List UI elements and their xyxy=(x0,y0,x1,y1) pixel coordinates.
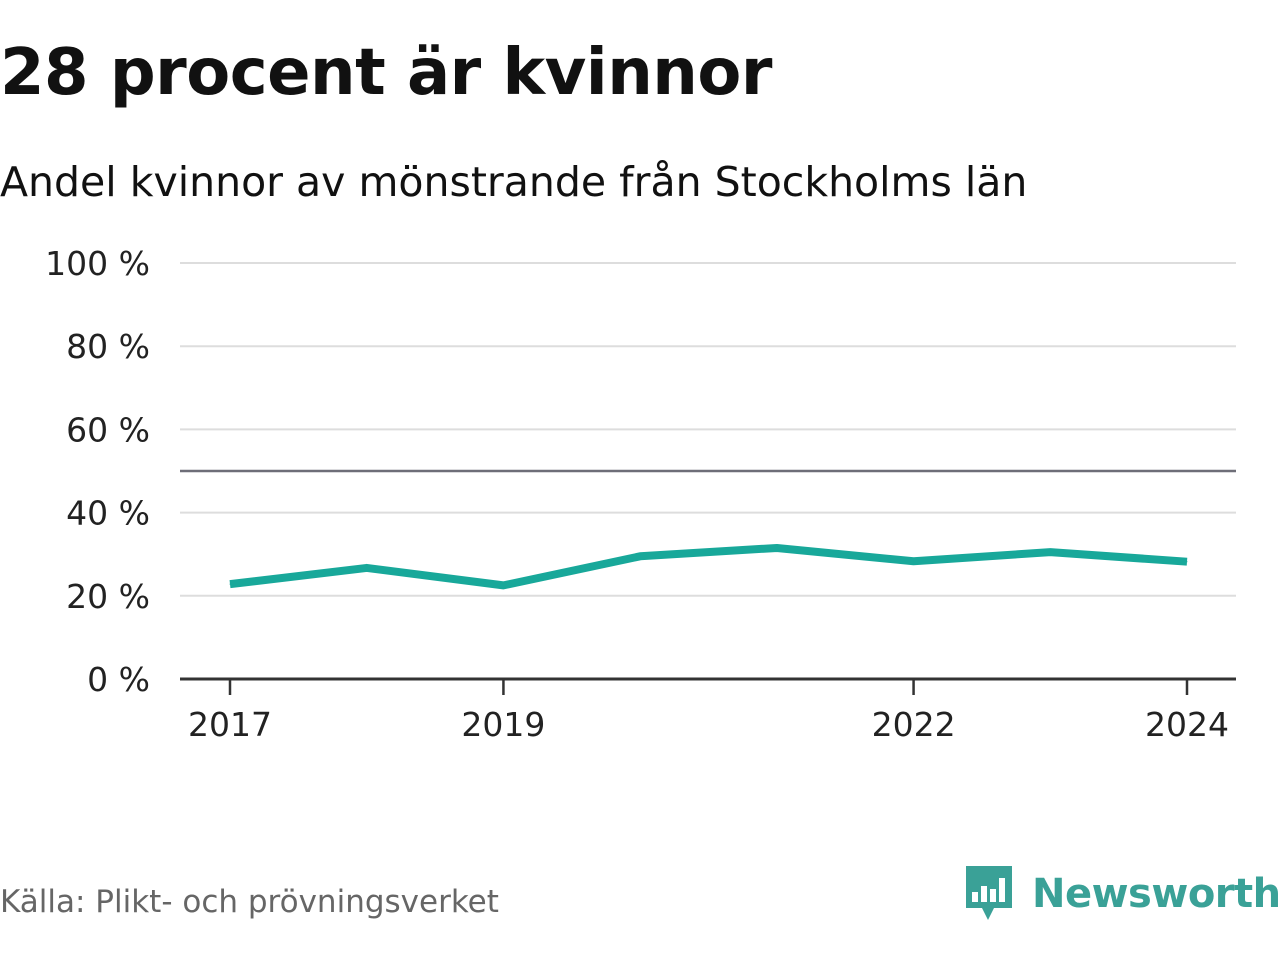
x-tick-label: 2022 xyxy=(872,705,956,744)
x-tick-label: 2019 xyxy=(461,705,545,744)
data-point-2017 xyxy=(229,583,231,585)
series-line xyxy=(229,543,1188,590)
x-axis xyxy=(180,677,1236,695)
y-axis-labels: 0 % 20 % 40 % 60 % 80 % 100 % xyxy=(45,244,150,699)
bar-chart-speech-bubble-icon xyxy=(966,866,1012,920)
y-tick-label: 80 % xyxy=(66,327,150,366)
chart-subtitle: Andel kvinnor av mönstrande från Stockho… xyxy=(0,158,1028,206)
x-axis-labels: 2017 2019 2022 2024 xyxy=(188,705,1229,744)
series-group xyxy=(229,543,1188,590)
source-note: Källa: Plikt- och prövningsverket xyxy=(0,884,499,920)
chart-title: 28 procent är kvinnor xyxy=(0,36,772,110)
data-point-2019 xyxy=(502,584,504,586)
y-tick-label: 100 % xyxy=(45,244,150,283)
grid-lines xyxy=(180,262,1236,597)
x-tick-label: 2024 xyxy=(1145,705,1229,744)
data-point-2024 xyxy=(1186,561,1188,563)
y-tick-label: 40 % xyxy=(66,494,150,533)
data-point-2020 xyxy=(639,555,641,557)
brand-logo: Newsworthy xyxy=(964,864,1280,924)
data-point-2023 xyxy=(1049,551,1051,553)
data-point-2021 xyxy=(776,547,778,549)
data-point-2018 xyxy=(366,567,368,569)
x-tick-label: 2017 xyxy=(188,705,272,744)
y-tick-label: 20 % xyxy=(66,577,150,616)
brand-name: Newsworthy xyxy=(1032,871,1280,917)
y-tick-label: 0 % xyxy=(87,660,150,699)
y-tick-label: 60 % xyxy=(66,410,150,449)
data-point-2022 xyxy=(913,560,915,562)
